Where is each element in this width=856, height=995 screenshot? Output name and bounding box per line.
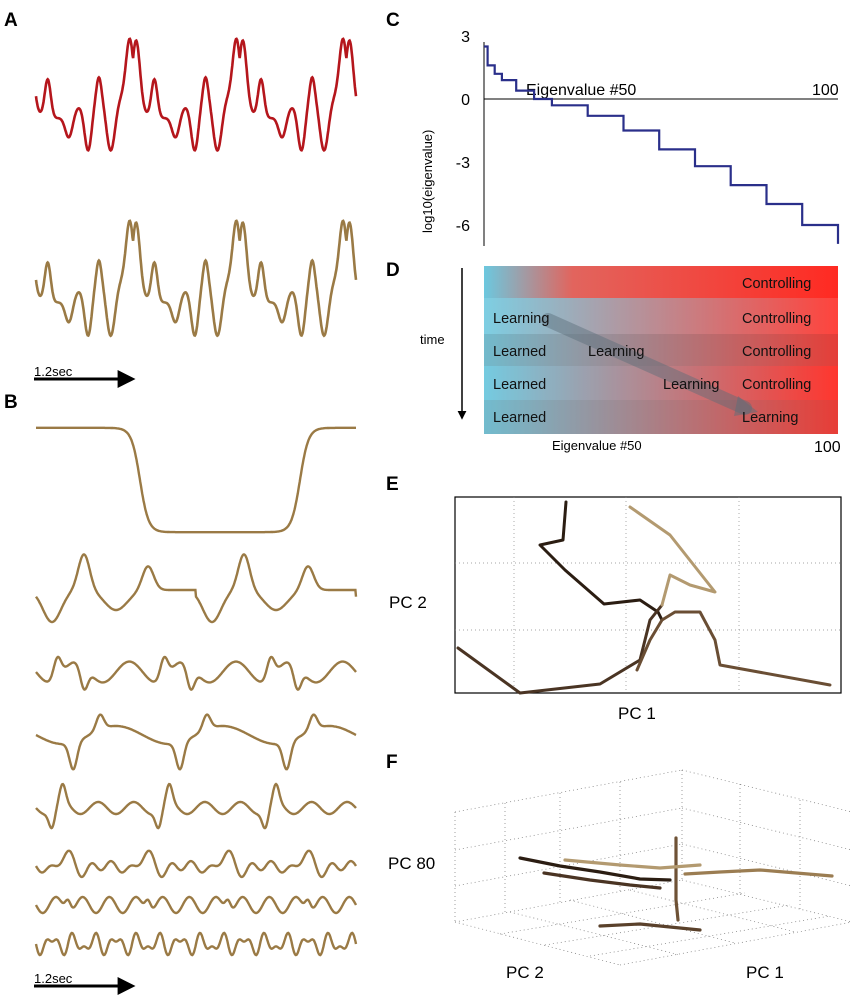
f-z-axis-label: PC 80 bbox=[388, 854, 435, 873]
f-gridline bbox=[454, 921, 621, 966]
neuron-trace-3 bbox=[35, 655, 357, 691]
scalebar-a-label: 1.2sec bbox=[34, 364, 73, 379]
time-label: time bbox=[420, 332, 445, 347]
row-0-controlling: Controlling bbox=[742, 276, 811, 292]
neuron-trace-6 bbox=[34, 849, 358, 879]
row-2-learning: Learning bbox=[588, 344, 644, 360]
f-trajectory-segment-5 bbox=[563, 858, 702, 870]
neuron-trace-5 bbox=[35, 782, 357, 830]
eigenvalue-plot: 3 0 -3 -6 log10(eigenvalue) Eigenvalue #… bbox=[420, 29, 840, 246]
neuron-trace-8 bbox=[34, 931, 358, 957]
target-signal-trace bbox=[34, 37, 358, 153]
e-y-axis-label: PC 2 bbox=[389, 593, 427, 612]
f-gridline bbox=[681, 879, 853, 923]
y-tick-0: 0 bbox=[461, 92, 470, 109]
row-1-learning: Learning bbox=[493, 311, 549, 327]
e-trajectory-segment-1 bbox=[538, 500, 664, 622]
f-trajectory-segment-6 bbox=[598, 922, 702, 932]
pc-trajectory-3d: PC 80 PC 2 PC 1 bbox=[388, 769, 853, 982]
neuron-trace-1 bbox=[36, 426, 356, 534]
x-tick-100: 100 bbox=[812, 82, 839, 99]
neuron-traces bbox=[34, 426, 358, 957]
row-4-learned: Learned bbox=[493, 410, 546, 426]
y-tick-neg6: -6 bbox=[456, 218, 470, 235]
row-0-band bbox=[484, 266, 838, 298]
learning-progress-arrowhead bbox=[734, 396, 758, 416]
e-trajectory-segment-2 bbox=[456, 603, 664, 695]
panel-e-label: E bbox=[386, 474, 399, 495]
y-axis-label: log10(eigenvalue) bbox=[420, 130, 435, 233]
f-gridline bbox=[681, 843, 853, 887]
f-gridline bbox=[569, 899, 736, 944]
f-gridline bbox=[544, 904, 791, 946]
f-y-axis-label: PC 2 bbox=[506, 963, 544, 982]
f-gridline bbox=[589, 915, 831, 957]
f-gridline bbox=[629, 889, 796, 933]
y-tick-neg3: -3 bbox=[456, 155, 470, 172]
panel-a-label: A bbox=[4, 10, 18, 31]
d-x-axis-label: Eigenvalue #50 bbox=[552, 438, 642, 453]
scalebar-b-label: 1.2sec bbox=[34, 971, 73, 986]
row-2-band bbox=[484, 334, 838, 366]
f-gridline bbox=[681, 807, 853, 851]
f-gridline bbox=[454, 769, 683, 813]
neuron-trace-4 bbox=[35, 713, 357, 771]
row-2-controlling: Controlling bbox=[742, 344, 811, 360]
d-x-tick-100: 100 bbox=[814, 439, 841, 456]
neuron-trace-7 bbox=[34, 895, 358, 915]
pc-trajectory-2d: PC 1 PC 2 bbox=[389, 496, 842, 723]
panel-c-label: C bbox=[386, 10, 400, 31]
network-output-trace bbox=[34, 219, 358, 338]
row-2-learned: Learned bbox=[493, 344, 546, 360]
f-gridline bbox=[454, 807, 683, 851]
neuron-trace-2 bbox=[35, 553, 358, 624]
f-trajectory-segment-1 bbox=[518, 856, 672, 882]
learning-schematic: Controlling Learning Controlling Learned… bbox=[420, 266, 841, 456]
e-trajectory-segment-4 bbox=[628, 505, 717, 607]
row-3-controlling: Controlling bbox=[742, 377, 811, 393]
e-x-axis-label: PC 1 bbox=[618, 704, 656, 723]
f-gridline bbox=[619, 921, 853, 966]
row-3-learned: Learned bbox=[493, 377, 546, 393]
row-1-controlling: Controlling bbox=[742, 311, 811, 327]
row-4-learning: Learning bbox=[742, 410, 798, 426]
f-gridline bbox=[454, 843, 683, 887]
f-trajectory-segment-4 bbox=[683, 868, 834, 878]
e-axes-box bbox=[454, 496, 842, 694]
row-4-band bbox=[484, 400, 838, 434]
row-3-band bbox=[484, 366, 838, 400]
panel-f-label: F bbox=[386, 752, 398, 773]
f-gridline bbox=[499, 892, 746, 935]
learning-progress-arrow bbox=[541, 313, 752, 415]
x-axis-label: Eigenvalue #50 bbox=[526, 82, 636, 99]
row-3-learning: Learning bbox=[663, 377, 719, 393]
panel-b-label: B bbox=[4, 392, 18, 413]
y-tick-3: 3 bbox=[461, 29, 470, 46]
e-trajectory-segment-3 bbox=[635, 610, 832, 687]
f-trajectory bbox=[518, 836, 834, 932]
f-gridline bbox=[681, 769, 853, 813]
eigenvalue-curve bbox=[484, 45, 840, 244]
row-1-band bbox=[484, 298, 838, 334]
f-trajectory-segment-3 bbox=[674, 836, 680, 922]
f-trajectory-segment-2 bbox=[542, 871, 662, 890]
f-x-axis-label: PC 1 bbox=[746, 963, 784, 982]
e-trajectory bbox=[456, 500, 832, 695]
panel-d-label: D bbox=[386, 260, 400, 281]
